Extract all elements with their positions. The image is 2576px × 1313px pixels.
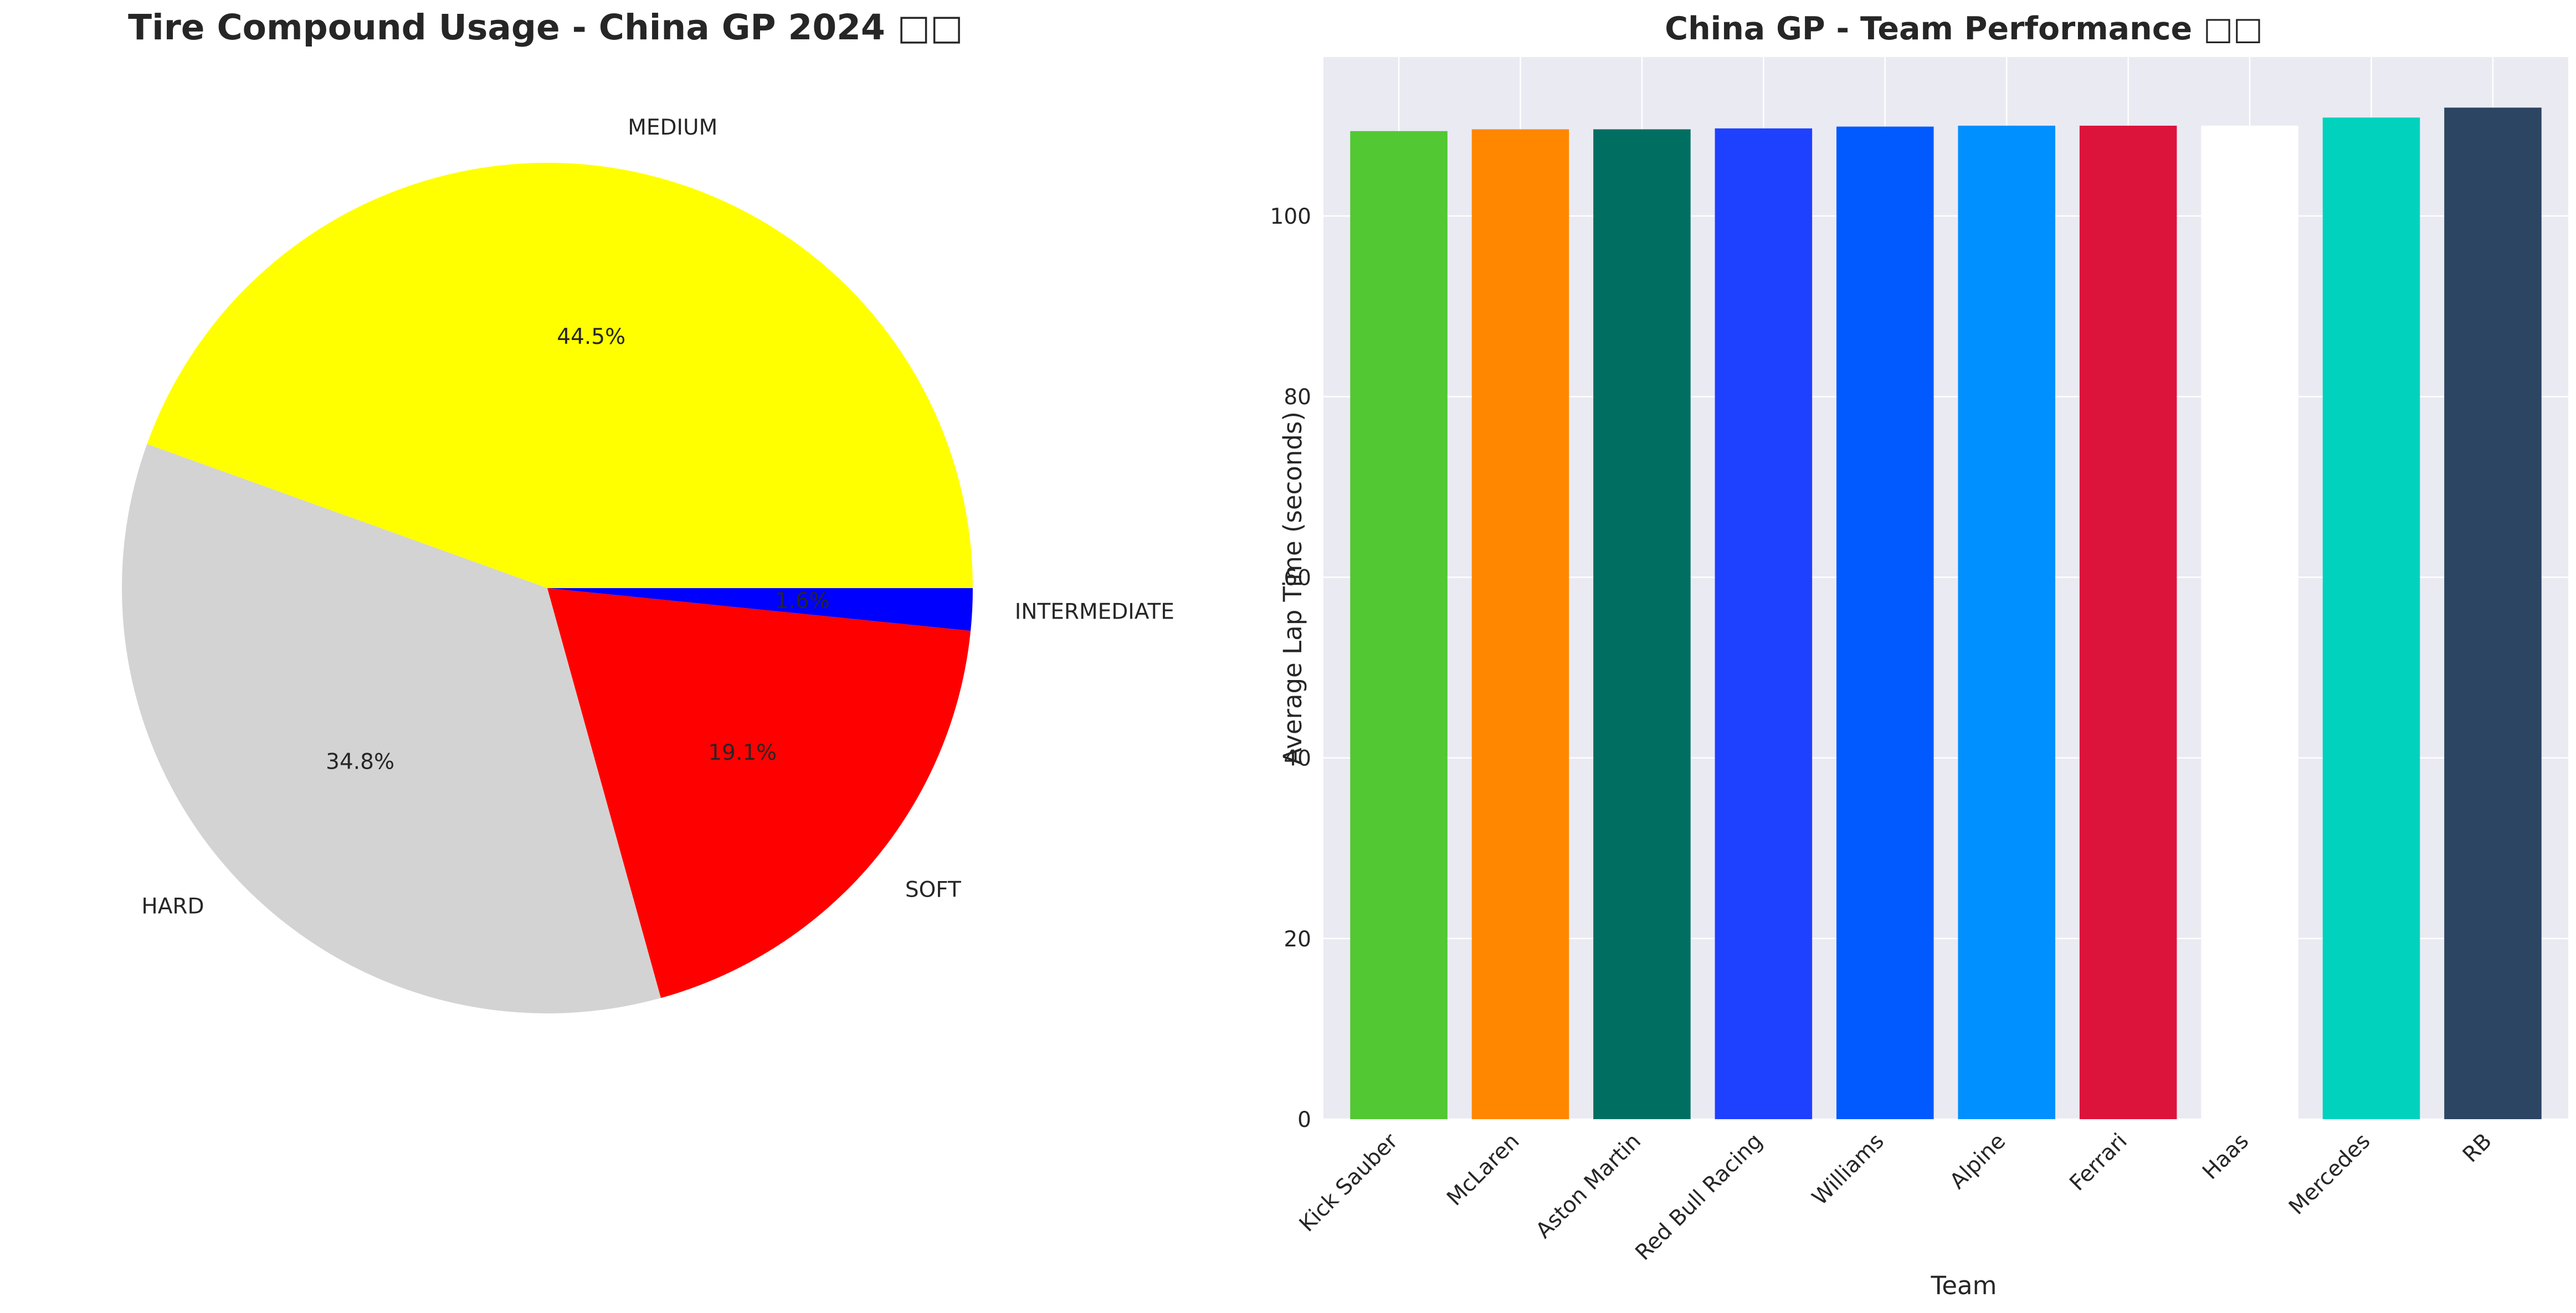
bar-chart: China GP - Team Performance □□ 0 20 40 60 80… [1270, 11, 2568, 1300]
bar-alpine [1958, 125, 2055, 1119]
pie-slice-intermediate [547, 588, 973, 631]
y-tick-60: 60 [1284, 565, 1311, 590]
y-axis-label: Average Lap Time (seconds) [1278, 411, 1307, 765]
pie-label-hard: HARD [141, 894, 204, 919]
pie-percent-soft: 19.1% [708, 740, 777, 765]
pie-label-soft: SOFT [905, 878, 961, 903]
pie-slices [122, 162, 973, 1013]
x-tick-mclaren: McLaren [1442, 1129, 1524, 1211]
bar-haas [2201, 125, 2298, 1119]
pie-percent-medium: 44.5% [557, 325, 625, 349]
bar-kick-sauber [1350, 131, 1448, 1120]
x-tick-haas: Haas [2198, 1129, 2254, 1185]
pie-slice-hard [122, 444, 661, 1013]
y-tick-20: 20 [1284, 927, 1311, 952]
pie-slice-medium [147, 162, 973, 588]
x-tick-rb: RB [2458, 1129, 2497, 1167]
x-tick-williams: Williams [1808, 1129, 1889, 1210]
y-axis-ticks: 0 20 40 60 80 100 [1270, 204, 1311, 1132]
y-tick-40: 40 [1284, 746, 1311, 771]
pie-chart-title: Tire Compound Usage - China GP 2024 □□ [128, 7, 963, 48]
bar-aston-martin [1593, 129, 1691, 1119]
bars [1350, 107, 2542, 1120]
pie-label-medium: MEDIUM [628, 115, 717, 140]
pie-labels: MEDIUM 44.5% HARD 34.8% SOFT 19.1% INTERMEDIAT… [141, 115, 1174, 919]
x-tick-ferrari: Ferrari [2065, 1129, 2132, 1196]
bar-chart-title: China GP - Team Performance □□ [1665, 11, 2262, 47]
bar-ferrari [2079, 125, 2177, 1119]
y-tick-0: 0 [1297, 1108, 1311, 1132]
pie-percent-hard: 34.8% [326, 749, 394, 774]
pie-label-intermediate: INTERMEDIATE [1015, 599, 1174, 624]
pie-percent-intermediate: 1.6% [775, 589, 830, 614]
x-axis-label: Team [1931, 1271, 1997, 1300]
y-tick-100: 100 [1270, 204, 1311, 229]
bar-mclaren [1471, 129, 1569, 1119]
y-tick-80: 80 [1284, 385, 1311, 410]
bar-williams [1836, 126, 1934, 1119]
x-tick-alpine: Alpine [1945, 1129, 2010, 1194]
bar-red-bull-racing [1715, 128, 1813, 1120]
pie-slice-soft [547, 588, 971, 998]
x-tick-aston-martin: Aston Martin [1531, 1129, 1646, 1243]
bar-rb [2444, 107, 2542, 1119]
x-tick-red-bull-racing: Red Bull Racing [1631, 1129, 1768, 1265]
bar-mercedes [2322, 117, 2420, 1119]
pie-chart: Tire Compound Usage - China GP 2024 □□ M… [122, 7, 1174, 1013]
x-tick-mercedes: Mercedes [2284, 1129, 2375, 1219]
x-tick-kick-sauber: Kick Sauber [1295, 1129, 1403, 1237]
